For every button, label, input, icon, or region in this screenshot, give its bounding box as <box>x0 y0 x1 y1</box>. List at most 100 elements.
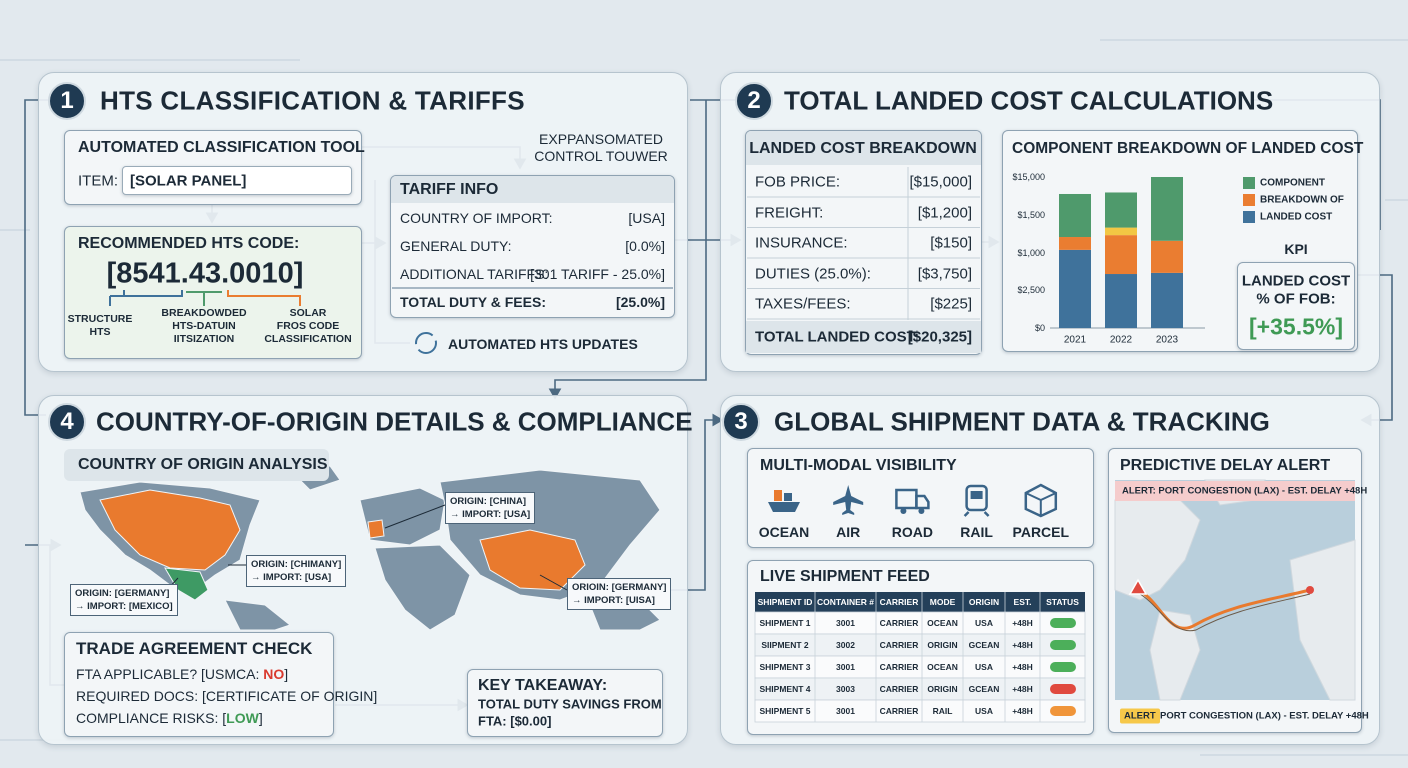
alert-title: PREDICTIVE DELAY ALERT <box>1120 457 1331 474</box>
tariff-label: ADDITIONAL TARIFFS: <box>400 266 549 282</box>
code-part: STRUCTURE <box>67 313 133 325</box>
code-part: FROS CODE <box>276 320 340 332</box>
legend-label: COMPONENT <box>1260 177 1325 189</box>
y-tick-label: $0 <box>1034 323 1045 333</box>
alert-banner-text: ALERT: PORT CONGESTION (LAX) - EST. DELA… <box>1122 485 1368 497</box>
trade-row-text: REQUIRED DOCS: [CERTIFICATE OF ORIGIN] <box>76 688 378 704</box>
origin-callout: ORIOIN: [GERMANY] → IMPORT: [UISA] <box>567 578 672 610</box>
table-cell: ORIGIN <box>927 684 958 694</box>
kpi-value: [+35.5%] <box>1249 313 1343 340</box>
kpi-box <box>1237 262 1355 350</box>
table-cell: 3003 <box>836 684 855 694</box>
legend-label: BREAKDOWN OF <box>1260 194 1344 206</box>
table-cell: 3001 <box>836 662 855 672</box>
cost-value: [$1,200] <box>917 204 972 221</box>
mode-label: OCEAN <box>758 524 810 540</box>
table-cell: 3001 <box>836 618 855 628</box>
trade-row-text: FTA APPLICABLE? [USMCA: <box>76 666 264 682</box>
trade-row: COMPLIANCE RISKS: [LOW] <box>76 710 263 726</box>
legend-label: LANDED COST <box>1260 211 1333 223</box>
origin-callout: ORIGIN: [CHIMANY] → IMPORT: [USA] <box>246 555 347 587</box>
tariff-total-label: TOTAL DUTY & FEES: <box>400 294 546 310</box>
cost-label: DUTIES (25.0%): <box>755 265 871 282</box>
callout-line: ORIGIN: [CHINA] <box>450 496 526 507</box>
tariff-value: [301 TARIFF - 25.0%] <box>530 266 665 282</box>
chart-title: COMPONENT BREAKDOWN OF LANDED COST <box>1012 140 1364 157</box>
updates-text: AUTOMATED HTS UPDATES <box>448 336 638 352</box>
table-cell: CARRIER <box>879 684 919 694</box>
tool-title: AUTOMATED CLASSIFICATION TOOL <box>78 139 365 156</box>
table-cell: GCEAN <box>968 684 1000 694</box>
callout-line: ORIOIN: [GERMANY] <box>572 582 667 593</box>
feed-title: LIVE SHIPMENT FEED <box>760 568 930 585</box>
origin-callout: ORIGIN: [GERMANY] → IMPORT: [MEXICO] <box>70 584 178 616</box>
cost-value: [$150] <box>930 234 972 252</box>
cost-label: FOB PRICE: <box>755 173 841 191</box>
table-cell: ORIGIN <box>927 640 958 650</box>
table-cell: SHIPMENT 4 <box>759 684 811 694</box>
trade-row: REQUIRED DOCS: [CERTIFICATE OF ORIGIN] <box>76 688 377 704</box>
tariff-value: [0.0%] <box>625 238 665 254</box>
table-cell: 3001 <box>836 706 855 716</box>
total-row <box>746 321 981 353</box>
tariff-label: GENERAL DUTY: <box>400 238 512 254</box>
item-input <box>122 166 352 195</box>
takeaway-title: KEY TAKEAWAY: <box>478 677 608 694</box>
section-title: COUNTRY-OF-ORIGIN DETAILS & COMPLIANCE <box>96 406 693 437</box>
callout-line: ORIGIN: [CHIMANY] <box>251 559 342 570</box>
table-cell: SHIPMENT 1 <box>759 618 811 628</box>
trade-title: TRADE AGREEMENT CHECK <box>76 639 313 658</box>
mode-label: RAIL <box>960 524 993 540</box>
total-label: TOTAL LANDED COST: <box>755 328 920 346</box>
trade-row-end: ] <box>284 666 289 682</box>
takeaway-line: FTA: [$0.00] <box>478 713 552 729</box>
y-tick-label: $2,500 <box>1017 285 1045 296</box>
breakdown-header <box>746 131 981 165</box>
trade-row-flag: NO <box>263 666 285 682</box>
kpi-label: LANDED COST <box>1241 272 1351 290</box>
tariff-value: [USA] <box>628 210 665 226</box>
item-label: ITEM: <box>78 172 118 190</box>
takeaway-line: TOTAL DUTY SAVINGS FROM <box>478 696 662 712</box>
callout-line: ORIGIN: [GERMANY] <box>75 588 170 599</box>
trade-row-end: ] <box>258 710 263 726</box>
section-number: 2 <box>735 82 773 120</box>
section-number: 3 <box>722 403 760 441</box>
item-value: [SOLAR PANEL] <box>130 172 247 190</box>
hts-code: [8541.43.0010] <box>106 257 304 290</box>
table-cell: USA <box>975 618 993 628</box>
table-cell: USA <box>975 706 993 716</box>
kpi-label: % OF FOB: <box>1256 290 1336 308</box>
code-part: HTS-DATUIN <box>172 320 236 332</box>
column-header: ORIGIN <box>968 597 1000 607</box>
table-cell: 3002 <box>836 640 855 650</box>
cost-value: [$15,000] <box>909 173 972 191</box>
note-text: EXPPANSOMATED <box>539 131 663 147</box>
code-part: SOLAR <box>289 307 327 319</box>
callout-line: → IMPORT: [UISA] <box>572 595 655 606</box>
y-tick-label: $1,000 <box>1017 247 1045 258</box>
cost-label: FREIGHT: <box>755 204 824 221</box>
x-tick-label: 2022 <box>1109 334 1133 346</box>
recommended-title: RECOMMENDED HTS CODE: <box>78 235 300 252</box>
table-cell: +48H <box>1012 618 1033 628</box>
table-cell: USA <box>975 662 993 672</box>
callout-line: → IMPORT: [USA] <box>450 509 531 520</box>
section-title: HTS CLASSIFICATION & TARIFFS <box>100 85 525 116</box>
x-tick-label: 2023 <box>1155 334 1179 346</box>
mode-label: AIR <box>836 524 861 540</box>
column-header: CARRIER <box>879 597 919 607</box>
breakdown-box <box>745 130 982 355</box>
section-title: TOTAL LANDED COST CALCULATIONS <box>784 85 1274 116</box>
mode-label: ROAD <box>891 524 934 540</box>
table-cell: CARRIER <box>879 706 919 716</box>
alert-footer: PORT CONGESTION (LAX) - EST. DELAY +48H <box>1160 710 1369 722</box>
table-cell: RAIL <box>932 706 953 716</box>
table-cell: SHIPMENT 5 <box>759 706 811 716</box>
tariff-total-value: [25.0%] <box>615 294 665 310</box>
cost-label: TAXES/FEES: <box>755 295 851 313</box>
trade-row-text: COMPLIANCE RISKS: [ <box>76 710 227 726</box>
note-text: CONTROL TOUWER <box>534 148 668 164</box>
column-header: MODE <box>929 597 956 607</box>
